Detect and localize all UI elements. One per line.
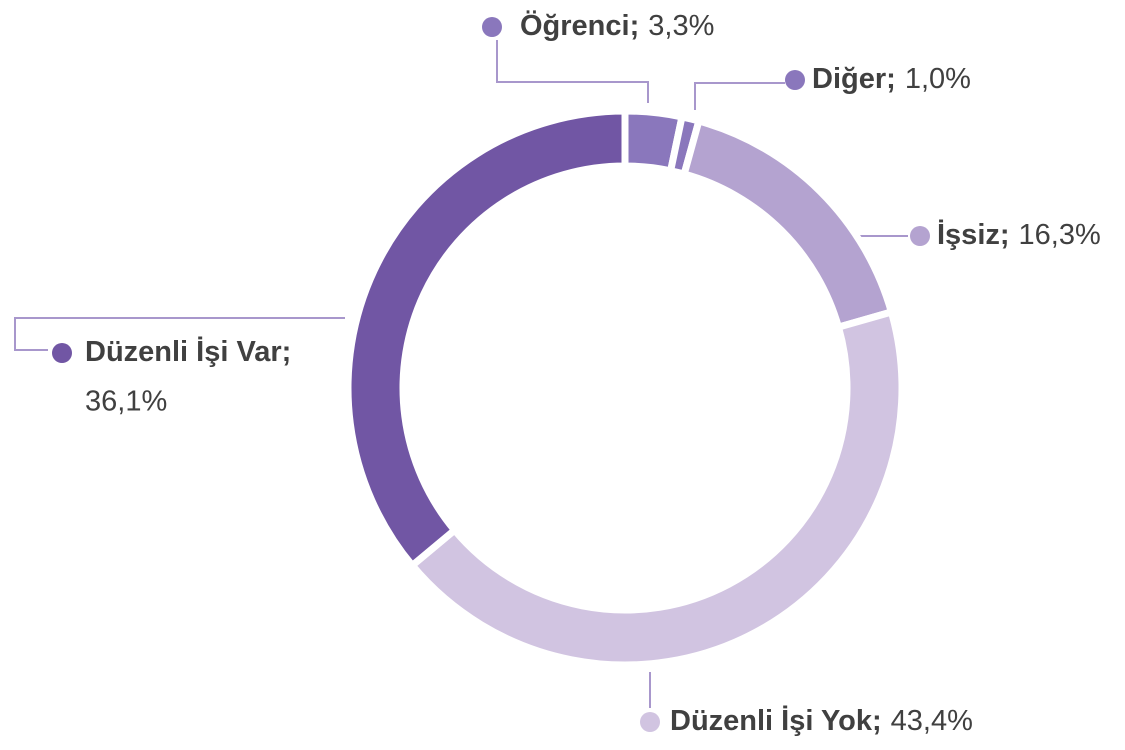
leader-lines — [14, 40, 908, 708]
legend-dot — [785, 70, 805, 90]
leader-line — [14, 317, 345, 351]
separator: ; — [886, 63, 896, 95]
legend-dot — [910, 226, 930, 246]
legend-dot — [482, 17, 502, 37]
category-name: Düzenli İşi Var — [85, 336, 282, 368]
value-label: 43,4% — [891, 705, 973, 737]
data-label: Düzenli İşi Yok; 43,4% — [670, 705, 973, 737]
data-label: Düzenli İşi Var; — [85, 336, 291, 368]
donut-segment — [407, 307, 906, 669]
legend-dot — [52, 343, 72, 363]
separator: ; — [1000, 219, 1010, 251]
separator: ; — [872, 705, 882, 737]
legend-dot — [640, 712, 660, 732]
category-name: Düzenli İşi Yok — [670, 705, 873, 737]
separator: ; — [630, 10, 640, 42]
category-name: İşsiz — [937, 219, 1000, 251]
data-label: İşsiz; 16,3% — [937, 219, 1101, 251]
data-label: Diğer; 1,0% — [812, 63, 971, 95]
separator: ; — [282, 336, 292, 368]
category-name: Diğer — [812, 63, 886, 95]
leader-line — [694, 82, 785, 110]
value-label: 16,3% — [1019, 219, 1101, 251]
data-label: Öğrenci; 3,3% — [520, 9, 714, 42]
donut-segment — [344, 107, 629, 571]
value-label: 1,0% — [905, 63, 971, 95]
leader-line — [496, 40, 649, 103]
donut-segment — [679, 116, 896, 332]
category-name: Öğrenci — [520, 9, 630, 42]
value-label: 3,3% — [648, 10, 714, 42]
value-label: 36,1% — [85, 386, 167, 418]
